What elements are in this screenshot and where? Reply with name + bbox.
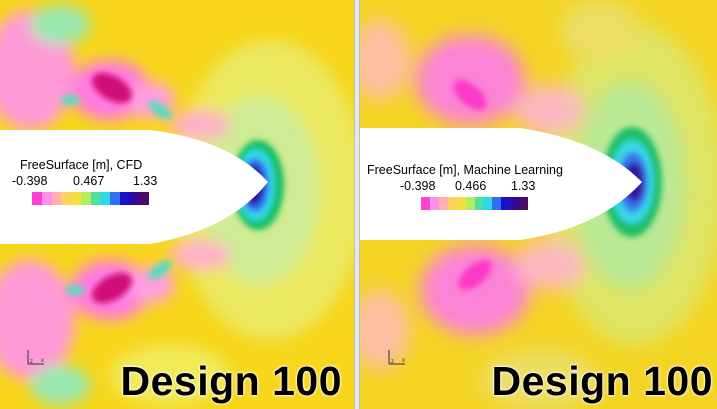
colorbar-segment bbox=[447, 197, 457, 210]
svg-text:z: z bbox=[391, 359, 394, 365]
legend-tick-max: 1.33 bbox=[511, 179, 536, 193]
design-label: Design 100 bbox=[491, 358, 713, 404]
colorbar-segment bbox=[61, 192, 71, 205]
panel-divider bbox=[354, 0, 360, 409]
colorbar-segment bbox=[90, 192, 101, 205]
design-label: Design 100 bbox=[120, 358, 342, 404]
hull-shape bbox=[360, 128, 642, 240]
colorbar-segment bbox=[510, 197, 520, 210]
svg-text:x: x bbox=[41, 358, 44, 364]
ml-panel: FreeSurface [m], Machine Learning -0.398… bbox=[360, 0, 717, 409]
svg-text:z: z bbox=[30, 359, 33, 365]
colorbar bbox=[421, 197, 529, 210]
colorbar-segment bbox=[32, 192, 42, 205]
colorbar-segment bbox=[51, 192, 62, 205]
legend-tick-max: 1.33 bbox=[133, 174, 158, 188]
axis-triad-icon: z x bbox=[385, 348, 409, 370]
colorbar-segment bbox=[456, 197, 466, 210]
colorbar-segment bbox=[474, 197, 484, 210]
cfd-free-surface-field bbox=[0, 0, 354, 409]
colorbar-segment bbox=[110, 192, 120, 205]
cfd-panel: FreeSurface [m], CFD -0.398 0.467 1.33 z… bbox=[0, 0, 354, 409]
legend-tick-mid: 0.466 bbox=[455, 179, 487, 193]
colorbar-segment bbox=[429, 197, 439, 210]
colorbar bbox=[32, 192, 149, 205]
legend-tick-min: -0.398 bbox=[12, 174, 48, 188]
colorbar-segment bbox=[465, 197, 475, 210]
colorbar-segment bbox=[519, 197, 529, 210]
axis-triad-icon: z x bbox=[24, 348, 48, 370]
legend-title: FreeSurface [m], Machine Learning bbox=[367, 163, 563, 177]
colorbar-segment bbox=[119, 192, 130, 205]
colorbar-segment bbox=[41, 192, 52, 205]
colorbar-segment bbox=[483, 197, 493, 210]
colorbar-segment bbox=[80, 192, 91, 205]
colorbar-segment bbox=[139, 192, 149, 205]
legend-tick-min: -0.398 bbox=[400, 179, 436, 193]
colorbar-segment bbox=[438, 197, 448, 210]
colorbar-segment bbox=[492, 197, 502, 210]
colorbar-segment bbox=[71, 192, 81, 205]
legend-tick-mid: 0.467 bbox=[73, 174, 105, 188]
hull-shape bbox=[0, 130, 268, 244]
legend-title: FreeSurface [m], CFD bbox=[20, 158, 143, 172]
colorbar-segment bbox=[421, 197, 430, 210]
ml-free-surface-field bbox=[360, 0, 717, 409]
colorbar-segment bbox=[129, 192, 140, 205]
colorbar-segment bbox=[100, 192, 110, 205]
svg-text:x: x bbox=[402, 358, 405, 364]
colorbar-segment bbox=[501, 197, 511, 210]
